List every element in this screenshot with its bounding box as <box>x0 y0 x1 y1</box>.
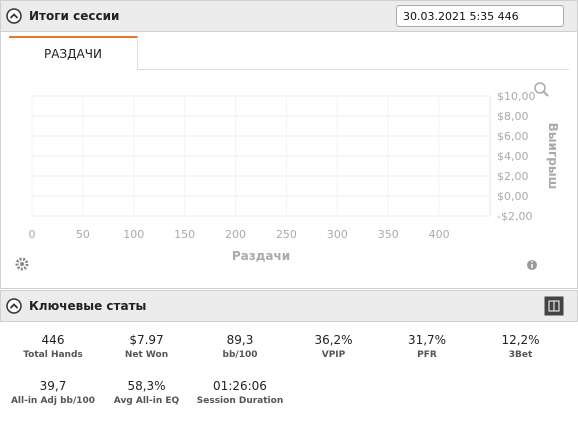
stat: 36,2% VPIP <box>287 333 381 360</box>
stat: 12,2% 3Bet <box>474 333 568 360</box>
x-tick-label: 350 <box>378 228 399 241</box>
y-tick-label: $10,00 <box>497 90 536 103</box>
stat-value: $7.97 <box>129 333 164 347</box>
layout-button[interactable] <box>544 296 564 316</box>
stat-label: Net Won <box>124 350 169 360</box>
y-axis-title: Выигрыш <box>546 123 560 190</box>
x-tick-label: 150 <box>174 228 195 241</box>
x-tick-label: 250 <box>276 228 297 241</box>
stat-label: Avg All-in EQ <box>113 396 180 406</box>
x-axis-title: Раздачи <box>232 249 290 263</box>
stat: 58,3% Avg All-in EQ <box>100 379 194 406</box>
stat: 31,7% PFR <box>380 333 474 360</box>
chart: -$2,00 $0,00 $2,00 $4,00 $6,00 $8,00 $10,00 0 50… <box>15 82 560 271</box>
stat-value: 58,3% <box>127 379 166 393</box>
tab-bar <box>9 36 569 70</box>
stat: $7.97 Net Won <box>100 333 194 360</box>
stat-value: 01:26:06 <box>213 379 267 393</box>
settings-icon[interactable] <box>15 257 29 271</box>
stat-value: 31,7% <box>407 333 447 347</box>
stat-label: Total Hands <box>23 350 83 360</box>
info-icon[interactable] <box>527 260 537 270</box>
x-tick-label: 300 <box>327 228 348 241</box>
stat-label: Session Duration <box>196 396 284 406</box>
stats-title: Ключевые статы <box>29 299 147 313</box>
y-tick-label: $0,00 <box>497 190 529 203</box>
collapse-icon[interactable] <box>6 8 22 24</box>
y-tick-label: -$2,00 <box>497 210 532 223</box>
stat-value: 39,7 <box>39 379 67 393</box>
session-header: Итоги сессии 30.03.2021 5:35 446 раздач)… <box>0 0 578 45</box>
stat-value: 446 <box>41 333 65 347</box>
stat-label: VPIP <box>321 350 346 360</box>
stat: 39,7 All-in Adj bb/100 <box>6 379 100 406</box>
x-tick-label: 0 <box>29 228 36 241</box>
x-tick-label: 50 <box>76 228 90 241</box>
x-tick-label: 200 <box>225 228 246 241</box>
stat-value: 36,2% <box>314 333 353 347</box>
stat: 01:26:06 Session Duration <box>193 379 287 406</box>
stat: 89,3 bb/100 <box>193 333 287 360</box>
y-tick-label: $6,00 <box>497 130 529 143</box>
zoom-icon[interactable] <box>534 82 549 97</box>
x-tick-label: 100 <box>123 228 144 241</box>
y-tick-label: $4,00 <box>497 150 529 163</box>
stat-label: 3Bet <box>508 350 533 360</box>
stat-label: PFR <box>417 350 437 360</box>
session-title: Итоги сессии <box>29 9 120 23</box>
y-tick-label: $2,00 <box>497 170 529 183</box>
tab[interactable]: РАЗДАЧИ <box>9 36 138 70</box>
stat-label: bb/100 <box>222 350 258 360</box>
y-tick-label: $8,00 <box>497 110 529 123</box>
collapse-icon[interactable] <box>6 298 22 314</box>
stat: 446 Total Hands <box>6 333 100 360</box>
stat-value: 12,2% <box>501 333 540 347</box>
stat-label: All-in Adj bb/100 <box>10 396 96 406</box>
x-tick-label: 400 <box>429 228 450 241</box>
stats-header: Ключевые статы <box>0 290 578 322</box>
stat-value: 89,3 <box>226 333 254 347</box>
